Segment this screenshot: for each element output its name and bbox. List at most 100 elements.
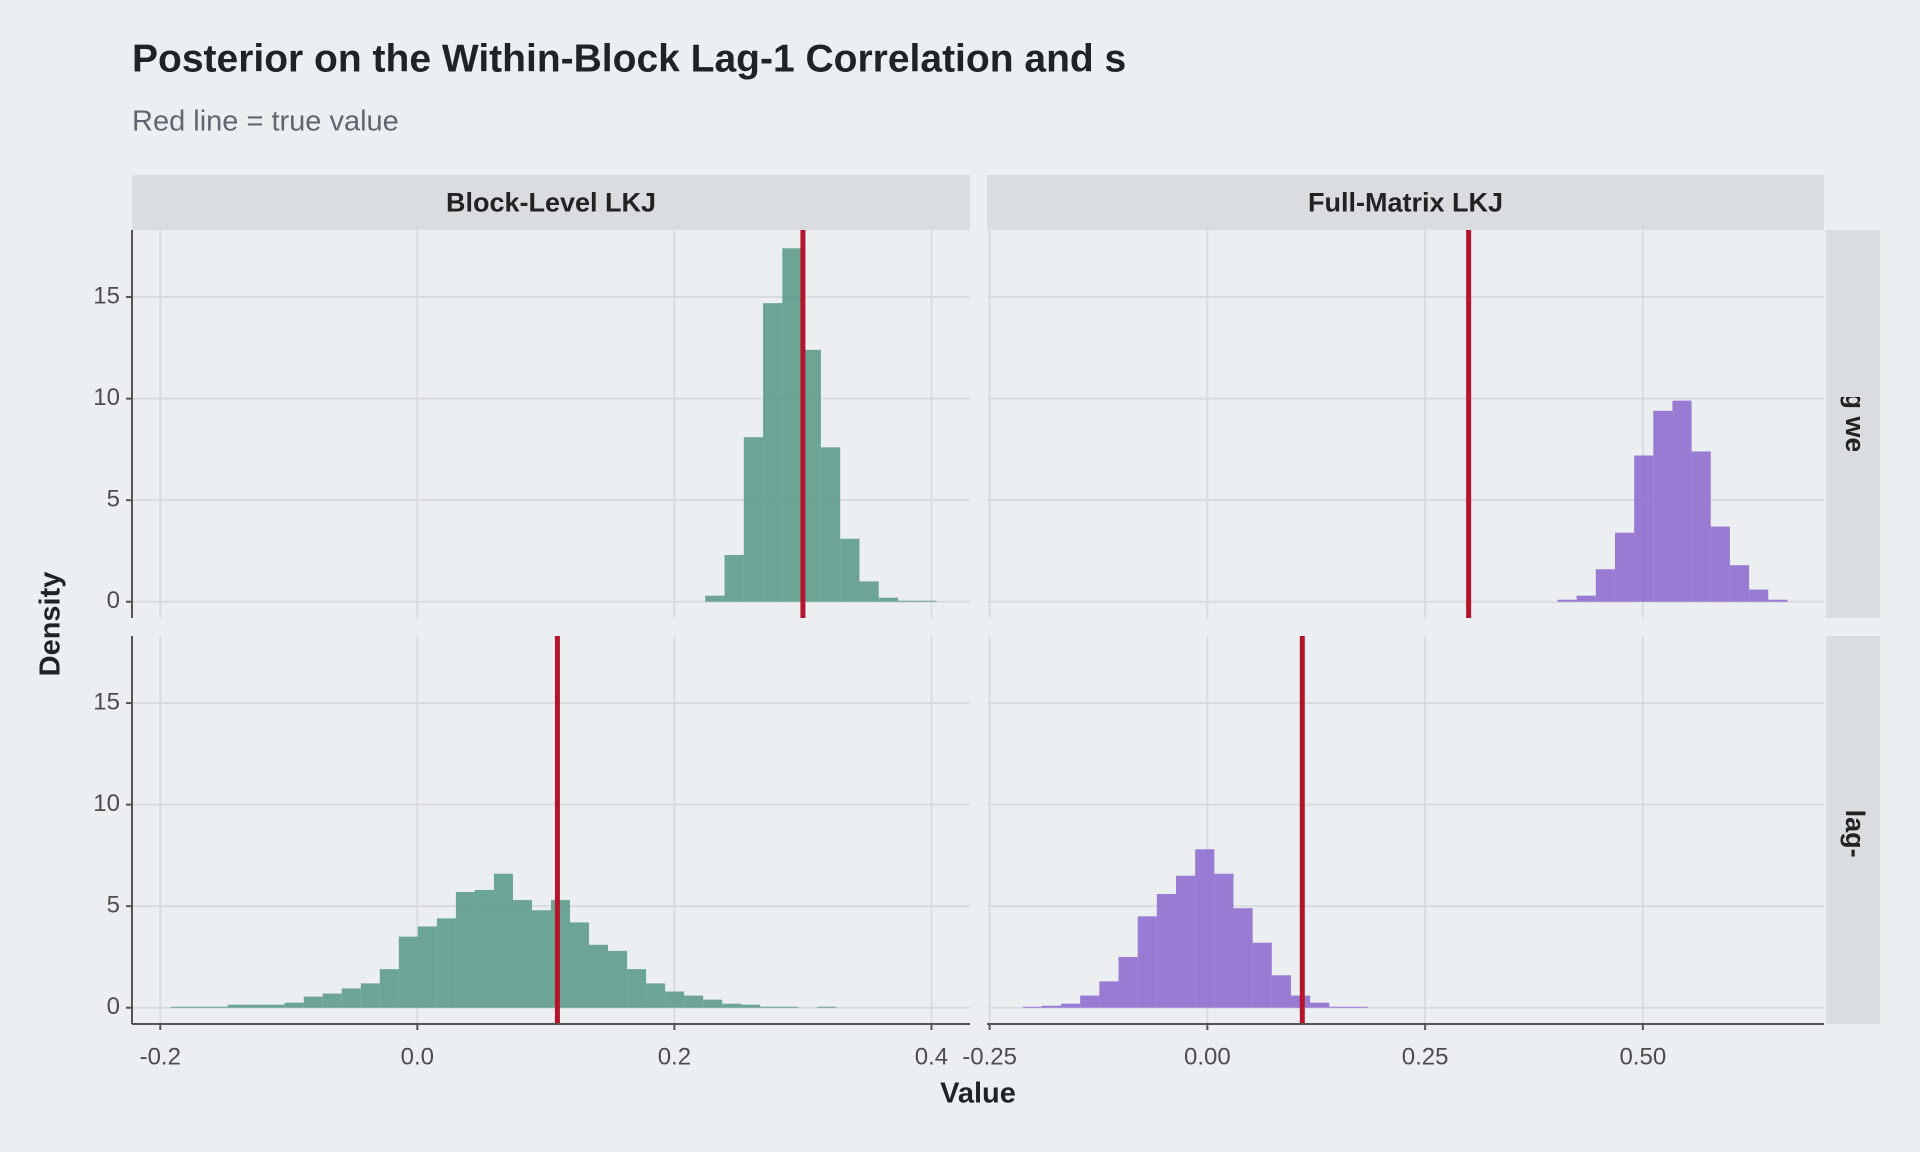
histogram-bar [817,1006,837,1008]
histogram-bar [665,991,685,1008]
y-tick-label: 0 [107,587,120,614]
histogram-bar [1214,873,1234,1008]
histogram-bar [455,891,475,1008]
histogram-bar [1329,1006,1349,1008]
histogram-bar [170,1006,190,1008]
column-strip-label: Full-Matrix LKJ [1308,188,1503,218]
x-tick-label: 0.4 [915,1043,948,1070]
histogram-bar [898,600,918,602]
x-tick-label: -0.2 [140,1043,181,1070]
strip-background [1826,636,1880,1024]
histogram-bar [627,969,647,1008]
histogram-bar [1041,1005,1062,1008]
histogram-bar [1252,942,1272,1008]
y-tick-label: 15 [93,282,120,309]
histogram-bar [341,988,361,1008]
chart-title: Posterior on the Within-Block Lag-1 Corr… [132,37,1126,80]
histogram-bar [820,447,841,602]
histogram-bar [722,1003,742,1008]
histogram-bar [551,900,571,1008]
histogram-bar [1176,875,1196,1008]
histogram-bar [570,922,590,1008]
histogram-bar [743,437,764,602]
histogram-bar [859,581,879,602]
histogram-bar [703,999,723,1008]
y-tick-label: 5 [107,892,120,919]
panel [987,230,1824,618]
column-strip-label: Block-Level LKJ [446,188,656,218]
histogram-bar [284,1002,304,1008]
histogram-bar [265,1004,285,1008]
histogram-bar [1156,893,1176,1008]
histogram-bar [1595,569,1615,602]
histogram-bar [1061,1003,1081,1008]
y-axis-label: Density [35,572,67,677]
y-tick-label: 10 [93,790,120,817]
histogram-bar [878,597,899,602]
histogram-bar [741,1004,761,1008]
histogram-bar [684,995,704,1008]
histogram-bar [208,1006,228,1008]
histogram-bar [840,538,860,602]
panel-background [987,636,1824,1024]
histogram-bar [1653,410,1673,602]
histogram-bar [646,983,666,1008]
x-tick-label: 0.0 [401,1043,434,1070]
histogram-bar [398,936,418,1008]
histogram-bar [379,969,399,1008]
x-axis-label: Value [940,1078,1016,1110]
strip-background [1826,230,1880,618]
histogram-bar [801,349,821,602]
y-tick-label: 5 [107,486,120,513]
histogram-bar [1080,995,1100,1008]
histogram-bar [1348,1006,1368,1008]
histogram-bar [779,1006,799,1008]
histogram-bar [1749,589,1769,602]
histogram-bar [1672,400,1692,602]
histogram-bar [917,600,937,602]
histogram-bar [493,873,513,1008]
histogram-bar [1729,565,1750,602]
y-tick-label: 0 [107,993,120,1020]
histogram-bar [1233,908,1253,1008]
histogram-bar [246,1004,266,1008]
histogram-bar [1195,849,1215,1008]
x-tick-label: 0.00 [1184,1043,1231,1070]
histogram-bar [608,950,628,1008]
histogram-bar [360,983,380,1008]
histogram-bar [724,555,744,602]
row-strip-label: Mixing weight s [1840,323,1870,524]
histogram-bar [1118,956,1138,1008]
histogram-bar [1576,595,1596,602]
strip-background [132,175,970,230]
histogram-bar [1022,1006,1042,1008]
histogram-bar [531,910,551,1008]
y-tick-label: 15 [93,688,120,715]
histogram-bar [760,1006,780,1008]
histogram-bar [1557,599,1577,602]
histogram-bar [436,918,456,1008]
histogram-bar [1710,526,1730,602]
row-strip-label: Within-block lag-1 correlation [1840,640,1870,1019]
histogram-bar [303,996,323,1008]
histogram-bar [1634,455,1654,602]
histogram-bar [589,944,609,1008]
histogram-bar [474,889,494,1008]
y-tick-label: 10 [93,384,120,411]
histogram-bar [1271,975,1291,1008]
histogram-bar [705,595,725,602]
histogram-bar [189,1006,209,1008]
histogram-bar [1137,916,1157,1008]
histogram-bar [1691,451,1711,602]
panel [132,636,970,1024]
x-tick-label: 0.25 [1402,1043,1449,1070]
histogram-bar [782,248,802,602]
histogram-bar [512,900,532,1008]
histogram-bar [763,303,783,602]
panel [987,636,1824,1024]
chart-subtitle: Red line = true value [132,106,399,138]
x-tick-label: 0.2 [658,1043,691,1070]
histogram-bar [417,926,437,1008]
histogram-bar [1310,1002,1330,1008]
